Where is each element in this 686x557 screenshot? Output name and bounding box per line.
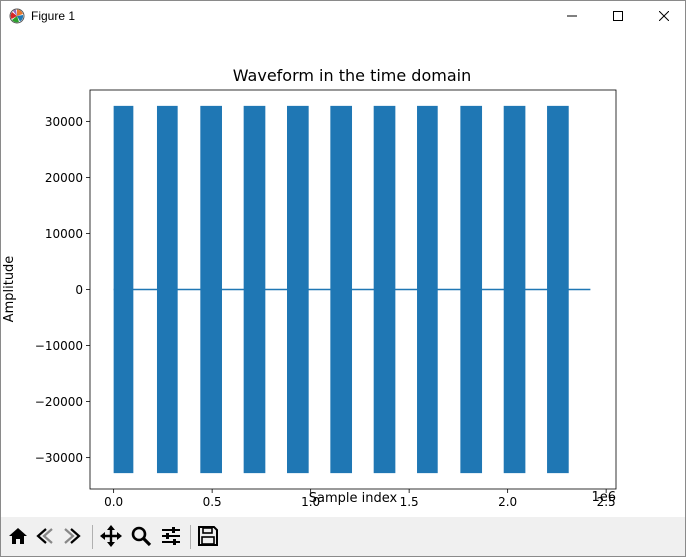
x-axis-ticks: 0.0 0.5 1.0 1.5 2.0 2.5 — [104, 489, 616, 509]
y-tick-label: 10000 — [45, 227, 83, 241]
close-button[interactable] — [641, 1, 685, 31]
forward-button[interactable] — [59, 523, 85, 549]
minimize-icon — [567, 15, 577, 17]
back-arrow-icon — [36, 528, 53, 544]
waveform-burst-1 — [113, 105, 134, 474]
window-title: Figure 1 — [31, 9, 76, 23]
y-axis-ticks: 30000 20000 10000 0 −10000 −20000 −30000 — [35, 115, 90, 465]
zoom-button[interactable] — [128, 523, 154, 549]
y-tick-label: −20000 — [35, 395, 83, 409]
y-tick-label: 20000 — [45, 171, 83, 185]
forward-arrow-icon — [64, 528, 81, 544]
waveform-burst-5 — [287, 105, 309, 474]
y-tick-label: 30000 — [45, 115, 83, 129]
x-tick-label: 0.0 — [104, 495, 123, 509]
title-bar[interactable]: Figure 1 — [1, 1, 685, 31]
navigation-toolbar — [1, 517, 685, 556]
x-axis-label: Sample index — [309, 491, 398, 506]
maximize-icon — [613, 11, 623, 21]
pan-button[interactable] — [98, 523, 124, 549]
waveform-burst-4 — [243, 105, 266, 474]
configure-subplots-icon — [162, 527, 180, 545]
x-tick-label: 1.5 — [400, 495, 419, 509]
home-icon — [9, 528, 27, 544]
toolbar-separator — [190, 525, 191, 549]
home-button[interactable] — [5, 523, 31, 549]
matplotlib-logo-icon — [9, 8, 25, 24]
waveform-chart: Waveform in the time domain 0.0 0.5 1.0 1.5… — [2, 66, 617, 509]
waveform-burst-7 — [373, 105, 396, 474]
back-button[interactable] — [32, 523, 58, 549]
y-tick-label: −10000 — [35, 339, 83, 353]
save-button[interactable] — [195, 523, 221, 549]
maximize-button[interactable] — [595, 1, 641, 31]
chart-title: Waveform in the time domain — [233, 66, 471, 85]
x-axis-offset-label: 1e6 — [591, 490, 616, 505]
waveform-burst-11 — [547, 105, 569, 474]
y-axis-label: Amplitude — [2, 256, 17, 323]
waveform-burst-2 — [156, 105, 178, 474]
zoom-icon — [131, 526, 152, 547]
x-tick-label: 2.0 — [498, 495, 517, 509]
close-icon — [659, 11, 669, 21]
y-tick-label: −30000 — [35, 451, 83, 465]
minimize-button[interactable] — [549, 1, 595, 31]
y-tick-label: 0 — [75, 283, 83, 297]
waveform-series — [113, 105, 591, 474]
waveform-burst-10 — [503, 105, 526, 474]
save-icon — [198, 526, 218, 546]
plot-canvas[interactable]: Waveform in the time domain 0.0 0.5 1.0 1.5… — [1, 31, 685, 517]
waveform-burst-6 — [330, 105, 353, 474]
configure-subplots-button[interactable] — [158, 523, 184, 549]
x-tick-label: 1.0 — [301, 495, 320, 509]
waveform-burst-9 — [460, 105, 483, 474]
waveform-burst-3 — [200, 105, 222, 474]
toolbar-separator — [92, 525, 93, 549]
x-tick-label: 2.5 — [597, 495, 616, 509]
waveform-burst-8 — [417, 105, 438, 474]
pan-icon — [100, 525, 122, 547]
x-tick-label: 0.5 — [203, 495, 222, 509]
axes-frame — [89, 89, 617, 490]
